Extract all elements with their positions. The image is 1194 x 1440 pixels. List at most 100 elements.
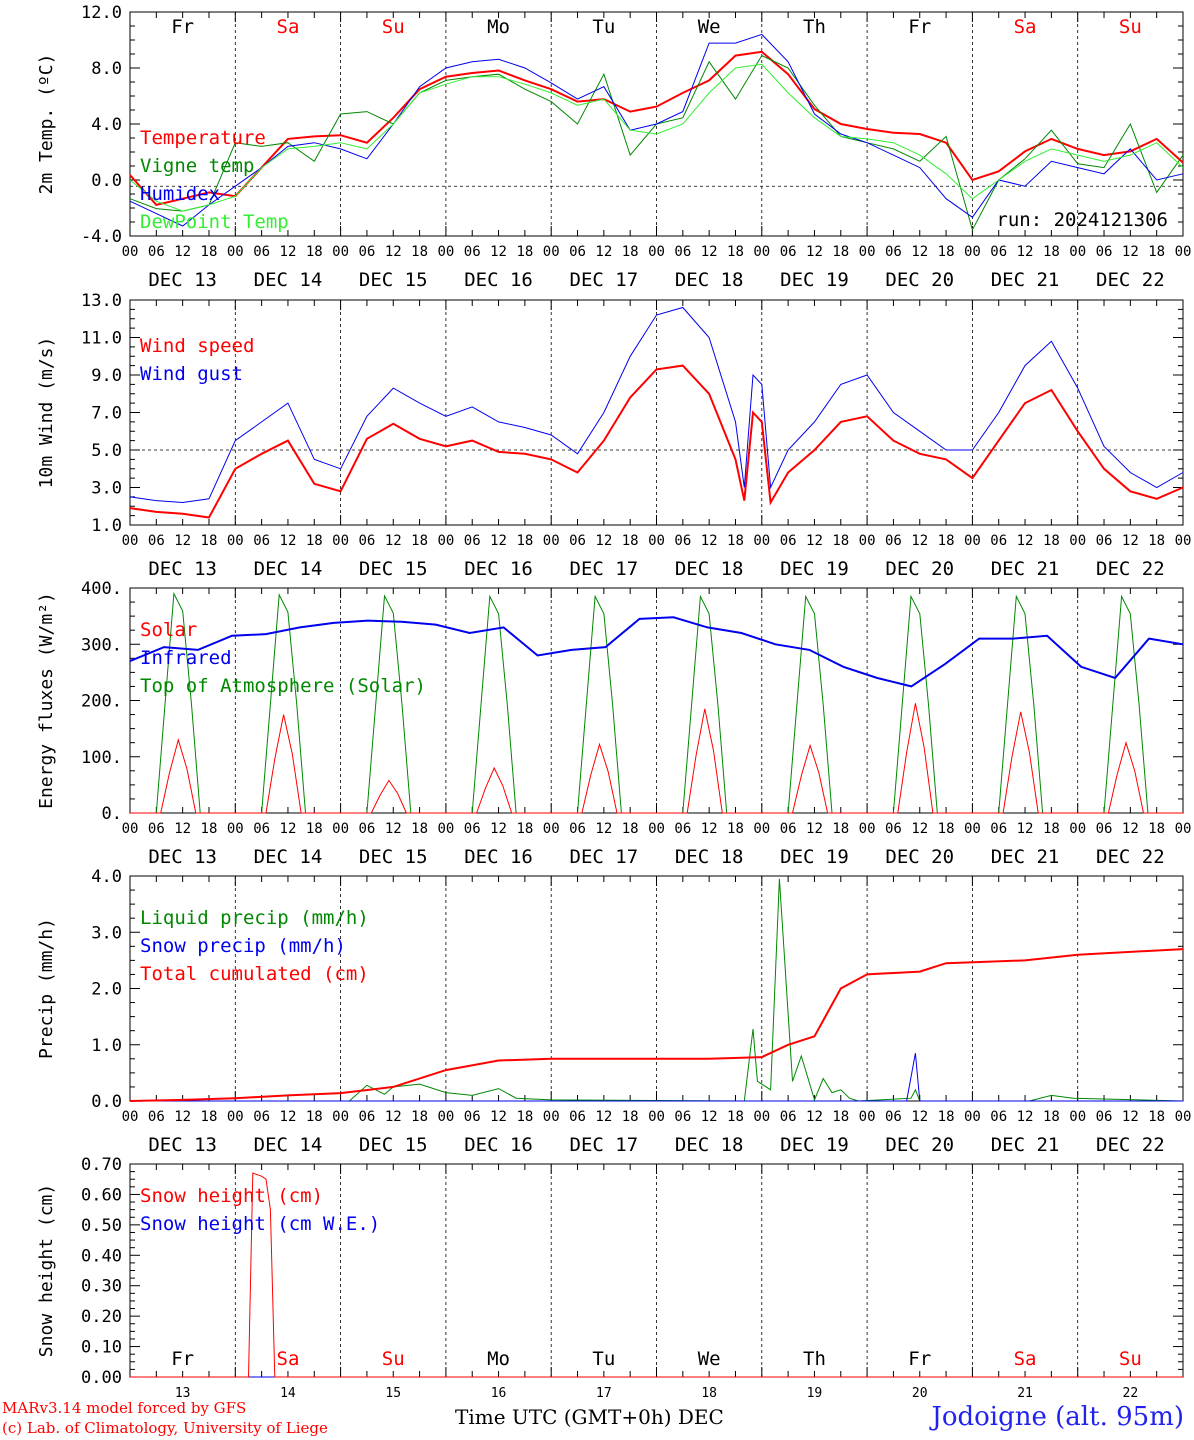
x-hour-label: 00 bbox=[753, 1109, 770, 1125]
x-hour-label: 18 bbox=[622, 244, 639, 260]
x-hour-label: 12 bbox=[174, 1109, 191, 1125]
legend-entry: Top of Atmosphere (Solar) bbox=[140, 675, 426, 697]
x-hour-label: 18 bbox=[516, 533, 533, 549]
x-hour-label: 00 bbox=[332, 1109, 349, 1125]
x-date-label: DEC 17 bbox=[570, 269, 639, 291]
x-hour-label: 18 bbox=[622, 1109, 639, 1125]
day-number-label: 13 bbox=[175, 1386, 191, 1401]
day-number-label: 15 bbox=[385, 1386, 401, 1401]
x-hour-label: 12 bbox=[911, 1109, 928, 1125]
x-hour-label: 00 bbox=[227, 244, 244, 260]
x-hour-label: 06 bbox=[569, 244, 586, 260]
day-number-label: 21 bbox=[1017, 1386, 1033, 1401]
x-hour-label: 00 bbox=[1175, 1109, 1192, 1125]
x-hour-label: 06 bbox=[253, 533, 270, 549]
weekday-label: Fr bbox=[908, 1348, 931, 1370]
x-hour-label: 12 bbox=[701, 821, 718, 837]
x-hour-label: 00 bbox=[859, 821, 876, 837]
series-line bbox=[129, 63, 1184, 212]
x-hour-label: 00 bbox=[437, 244, 454, 260]
x-hour-label: 12 bbox=[806, 244, 823, 260]
x-hour-label: 00 bbox=[1069, 533, 1086, 549]
legend-entry: Liquid precip (mm/h) bbox=[140, 907, 369, 929]
weekday-label: Sa bbox=[1014, 16, 1037, 38]
x-hour-label: 06 bbox=[674, 821, 691, 837]
y-tick-label: 4.0 bbox=[91, 115, 122, 135]
x-date-label: DEC 18 bbox=[675, 846, 744, 868]
y-tick-label: 0.00 bbox=[81, 1368, 122, 1388]
x-hour-label: 06 bbox=[569, 533, 586, 549]
credit-model: MARv3.14 model forced by GFS bbox=[2, 1399, 247, 1417]
weekday-label: Th bbox=[803, 16, 826, 38]
y-tick-label: 2.0 bbox=[91, 980, 122, 1000]
x-hour-label: 00 bbox=[964, 1109, 981, 1125]
x-hour-label: 06 bbox=[148, 821, 165, 837]
x-hour-label: 18 bbox=[727, 244, 744, 260]
x-date-label: DEC 14 bbox=[254, 846, 323, 868]
x-hour-label: 12 bbox=[280, 1109, 297, 1125]
x-date-label: DEC 22 bbox=[1096, 269, 1165, 291]
y-tick-label: 0.0 bbox=[91, 1092, 122, 1112]
legend-entry: Total cumulated (cm) bbox=[140, 963, 369, 985]
weekday-label: Tu bbox=[592, 16, 615, 38]
weekday-label: Sa bbox=[1014, 1348, 1037, 1370]
x-hour-label: 00 bbox=[753, 821, 770, 837]
x-date-label: DEC 20 bbox=[885, 846, 954, 868]
y-tick-label: 11.0 bbox=[81, 329, 122, 349]
x-date-label: DEC 19 bbox=[780, 846, 849, 868]
y-tick-label: 0. bbox=[102, 804, 122, 824]
y-axis-label: 10m Wind (m/s) bbox=[36, 337, 57, 489]
x-date-label: DEC 13 bbox=[148, 1134, 217, 1156]
panel-frame bbox=[129, 299, 1184, 526]
weekday-label: Fr bbox=[171, 16, 194, 38]
x-hour-label: 00 bbox=[227, 533, 244, 549]
y-tick-label: 100. bbox=[81, 748, 122, 768]
y-tick-label: 200. bbox=[81, 692, 122, 712]
x-hour-label: 00 bbox=[859, 1109, 876, 1125]
weekday-label: Fr bbox=[171, 1348, 194, 1370]
x-hour-label: 18 bbox=[306, 244, 323, 260]
x-hour-label: 18 bbox=[516, 244, 533, 260]
y-tick-label: 0.40 bbox=[81, 1246, 122, 1266]
x-hour-label: 18 bbox=[622, 821, 639, 837]
x-hour-label: 18 bbox=[1148, 821, 1165, 837]
x-date-label: DEC 14 bbox=[254, 269, 323, 291]
x-hour-label: 12 bbox=[280, 533, 297, 549]
x-hour-label: 12 bbox=[595, 533, 612, 549]
x-date-label: DEC 19 bbox=[780, 1134, 849, 1156]
x-hour-label: 00 bbox=[1175, 244, 1192, 260]
x-hour-label: 18 bbox=[832, 1109, 849, 1125]
x-hour-label: 12 bbox=[595, 244, 612, 260]
x-hour-label: 00 bbox=[1069, 821, 1086, 837]
x-hour-label: 12 bbox=[1017, 244, 1034, 260]
x-hour-label: 00 bbox=[648, 1109, 665, 1125]
x-hour-label: 00 bbox=[753, 533, 770, 549]
x-hour-label: 12 bbox=[490, 533, 507, 549]
x-date-label: DEC 15 bbox=[359, 846, 428, 868]
x-hour-label: 00 bbox=[122, 1109, 139, 1125]
x-hour-label: 00 bbox=[964, 244, 981, 260]
x-hour-label: 06 bbox=[780, 1109, 797, 1125]
x-hour-label: 06 bbox=[780, 821, 797, 837]
x-hour-label: 06 bbox=[674, 533, 691, 549]
x-hour-label: 06 bbox=[358, 533, 375, 549]
y-tick-label: 1.0 bbox=[91, 516, 122, 536]
x-hour-label: 00 bbox=[859, 244, 876, 260]
weekday-label: Mo bbox=[487, 1348, 510, 1370]
x-hour-label: 18 bbox=[411, 533, 428, 549]
x-hour-label: 12 bbox=[1122, 533, 1139, 549]
y-tick-label: -4.0 bbox=[81, 227, 122, 247]
x-hour-label: 18 bbox=[201, 244, 218, 260]
x-hour-label: 06 bbox=[674, 1109, 691, 1125]
x-hour-label: 18 bbox=[832, 244, 849, 260]
day-number-label: 18 bbox=[701, 1386, 717, 1401]
x-hour-label: 18 bbox=[727, 1109, 744, 1125]
x-hour-label: 00 bbox=[964, 821, 981, 837]
x-date-label: DEC 19 bbox=[780, 558, 849, 580]
x-hour-label: 12 bbox=[1122, 244, 1139, 260]
x-hour-label: 06 bbox=[148, 244, 165, 260]
x-date-label: DEC 22 bbox=[1096, 1134, 1165, 1156]
series-line bbox=[130, 1172, 1183, 1378]
y-tick-label: 400. bbox=[81, 579, 122, 599]
y-tick-label: 8.0 bbox=[91, 59, 122, 79]
